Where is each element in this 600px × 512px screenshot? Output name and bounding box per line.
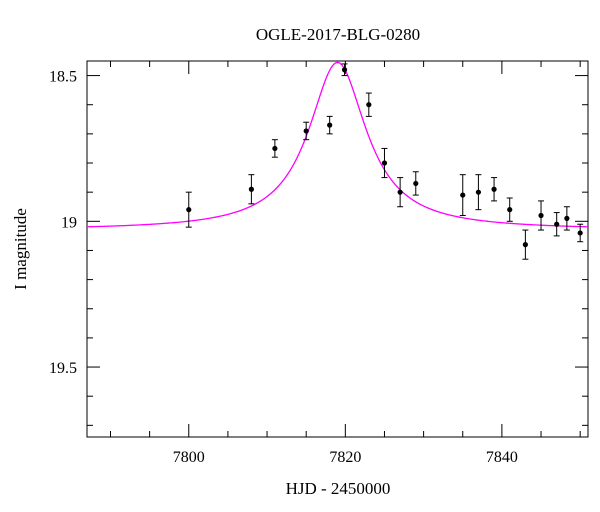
data-marker	[397, 189, 403, 195]
data-point	[341, 63, 348, 77]
data-marker	[538, 212, 544, 219]
data-point	[459, 174, 466, 216]
model-curve	[86, 61, 589, 228]
data-marker	[381, 160, 388, 166]
data-marker	[413, 180, 419, 187]
plot-frame	[86, 60, 589, 438]
data-marker	[272, 145, 278, 152]
data-point	[491, 177, 498, 202]
data-point	[563, 206, 570, 231]
data-marker	[577, 230, 583, 236]
data-point	[412, 171, 419, 196]
data-marker	[564, 215, 570, 221]
plot-area	[86, 60, 589, 438]
data-marker	[554, 221, 560, 227]
data-point	[522, 229, 529, 260]
data-point	[553, 212, 560, 237]
data-point	[248, 174, 255, 205]
y-tick-label: 18.5	[49, 69, 77, 86]
x-axis-label: HJD - 2450000	[286, 479, 391, 498]
data-marker	[341, 67, 348, 73]
data-point	[303, 121, 310, 141]
y-tick-label: 19.5	[49, 360, 77, 377]
data-point	[271, 139, 278, 158]
data-point	[326, 115, 333, 135]
y-axis-label: I magnitude	[11, 208, 30, 290]
x-tick-label: 7840	[486, 449, 518, 466]
data-marker	[327, 122, 333, 128]
data-points	[185, 63, 584, 260]
data-point	[538, 200, 545, 231]
data-marker	[303, 128, 309, 134]
data-marker	[460, 192, 466, 198]
data-marker	[522, 242, 528, 248]
data-point	[185, 191, 192, 228]
data-point	[475, 174, 482, 211]
data-marker	[507, 207, 513, 213]
x-tick-label: 7820	[329, 449, 361, 466]
axis-ticks	[87, 61, 588, 437]
data-point	[397, 177, 404, 208]
data-point	[381, 147, 388, 179]
x-tick-label: 7800	[173, 449, 205, 466]
data-marker	[491, 186, 497, 192]
data-marker	[475, 189, 482, 195]
chart-title: OGLE-2017-BLG-0280	[256, 25, 420, 44]
model-fit-line	[86, 61, 589, 228]
data-marker	[366, 102, 372, 108]
data-marker	[186, 207, 192, 213]
data-point	[365, 92, 372, 117]
data-marker	[248, 186, 254, 192]
data-point	[577, 223, 584, 243]
tick-labels: 7800 7820 7840 18.5 19 19.5	[49, 69, 518, 466]
data-point	[506, 197, 513, 222]
y-tick-label: 19	[61, 214, 77, 231]
